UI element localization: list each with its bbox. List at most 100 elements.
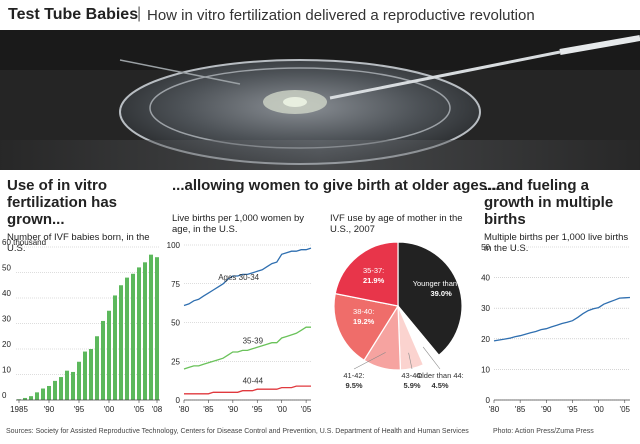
sources-note: Sources: Society for Assisted Reproducti… bbox=[6, 428, 469, 435]
x-tick-label: '90 bbox=[228, 405, 239, 414]
pie-value: 4.5% bbox=[431, 381, 448, 390]
pie-value: 9.5% bbox=[345, 381, 362, 390]
bar bbox=[113, 295, 117, 400]
header-subtitle: How in vitro fertilization delivered a r… bbox=[147, 7, 535, 24]
y-tick-label: 100 bbox=[167, 241, 181, 250]
leader-line bbox=[353, 352, 386, 370]
x-tick-label: '00 bbox=[276, 405, 287, 414]
bar bbox=[89, 349, 93, 400]
header-title: Test Tube Babies bbox=[8, 6, 139, 23]
multiple-subheading: Multiple births per 1,000 live births in… bbox=[484, 232, 629, 254]
y-tick-label: 30 bbox=[2, 315, 11, 324]
bar bbox=[149, 254, 153, 400]
y-tick-label: 40 bbox=[2, 289, 11, 298]
series-label: Ages 30-34 bbox=[218, 273, 259, 282]
x-tick-label: '08 bbox=[152, 405, 163, 414]
pie-value: 19.2% bbox=[353, 317, 375, 326]
y-tick-label: 0 bbox=[486, 396, 491, 405]
y-tick-label: 10 bbox=[2, 366, 11, 375]
bar bbox=[29, 396, 33, 400]
multiple-heading: ...and fueling a growth in multiple birt… bbox=[484, 177, 614, 228]
bar bbox=[155, 257, 159, 400]
bar bbox=[59, 377, 63, 400]
pie-value: 5.9% bbox=[403, 381, 420, 390]
series-line bbox=[184, 385, 311, 395]
photo-credit: Photo: Action Press/Zuma Press bbox=[493, 428, 594, 435]
x-tick-label: '05 bbox=[301, 405, 312, 414]
pie-label: 43-44: bbox=[401, 371, 422, 380]
x-tick-label: '85 bbox=[203, 405, 214, 414]
y-tick-label: 50 bbox=[171, 319, 180, 328]
header-separator: | bbox=[137, 5, 142, 22]
bar bbox=[77, 361, 81, 400]
y-tick-label: 75 bbox=[171, 280, 180, 289]
pie-slice bbox=[334, 241, 399, 307]
y-tick-label: 50 bbox=[2, 264, 11, 273]
bar bbox=[53, 380, 57, 400]
multiple-births-line-chart: 0 10 20 30 40 50 '80 '85 '90 '95 '00 '05 bbox=[481, 243, 631, 414]
older-heading: ...allowing women to give birth at older… bbox=[172, 177, 500, 194]
x-tick-label: '00 bbox=[593, 405, 604, 414]
y-tick-label: 20 bbox=[481, 335, 490, 344]
pie-slice bbox=[397, 241, 463, 357]
y-tick-label: 40 bbox=[481, 274, 490, 283]
x-tick-label: 1985 bbox=[10, 405, 28, 414]
pie-label: Older than 44: bbox=[416, 371, 464, 380]
pie-label: 35-37: bbox=[363, 266, 384, 275]
y-tick-label: 30 bbox=[481, 304, 490, 313]
ivf-age-pie-chart: Younger than 35:39.0% 35-37:21.9% 38-40:19… bbox=[333, 241, 470, 390]
x-tick-label: '90 bbox=[44, 405, 55, 414]
ivf-bar-chart: 0 10 20 30 40 50 60 thousand 1985 '90 '95 '00 '05 '0… bbox=[2, 238, 163, 414]
bar bbox=[41, 388, 45, 400]
x-tick-label: '05 bbox=[620, 405, 631, 414]
y-tick-label: 0 bbox=[2, 391, 7, 400]
bar bbox=[71, 371, 75, 400]
bar bbox=[107, 310, 111, 400]
panel-ivf: Use of in vitro fertilization has grown.… bbox=[7, 177, 167, 254]
panel-multiple: ...and fueling a growth in multiple birt… bbox=[484, 177, 636, 254]
y-tick-label: 0 bbox=[176, 396, 181, 405]
bar bbox=[83, 351, 87, 400]
panel-older: ...allowing women to give birth at older… bbox=[172, 177, 500, 194]
x-tick-label: '90 bbox=[541, 405, 552, 414]
bar bbox=[137, 267, 141, 400]
pie-value: 39.0% bbox=[430, 289, 452, 298]
bar bbox=[119, 285, 123, 400]
header: Test Tube Babies | How in vitro fertiliz… bbox=[0, 0, 640, 30]
y-tick-label: 60 thousand bbox=[2, 238, 46, 247]
bar bbox=[101, 320, 105, 400]
panel-older-sub: Live births per 1,000 women by age, in t… bbox=[172, 213, 312, 235]
series-line bbox=[493, 296, 631, 342]
pie-label: 38-40: bbox=[353, 307, 374, 316]
bar bbox=[47, 385, 51, 400]
y-tick-label: 20 bbox=[2, 340, 11, 349]
leader-line bbox=[408, 352, 413, 370]
pie-value: 21.9% bbox=[363, 276, 385, 285]
x-tick-label: '05 bbox=[134, 405, 145, 414]
x-tick-label: '95 bbox=[567, 405, 578, 414]
leader-line bbox=[422, 346, 441, 370]
y-tick-label: 50 bbox=[481, 243, 490, 252]
x-tick-label: '85 bbox=[515, 405, 526, 414]
bar bbox=[23, 397, 27, 400]
petri-dish-photo bbox=[0, 30, 640, 170]
ivf-subheading: Number of IVF babies born, in the U.S. bbox=[7, 232, 150, 254]
pie-label: 41-42: bbox=[343, 371, 364, 380]
photo-illustration bbox=[0, 30, 640, 170]
x-tick-label: '95 bbox=[252, 405, 263, 414]
x-tick-label: '00 bbox=[104, 405, 115, 414]
x-tick-label: '95 bbox=[74, 405, 85, 414]
pie-slice bbox=[333, 292, 399, 362]
x-tick-label: '80 bbox=[179, 405, 190, 414]
y-tick-label: 25 bbox=[171, 357, 180, 366]
older-subheading: Live births per 1,000 women by age, in t… bbox=[172, 213, 305, 235]
age-line-chart: 0 25 50 75 100 Ages 30-34 35-39 40-44 '80 '85 '90 '… bbox=[167, 241, 312, 414]
series-line bbox=[183, 326, 311, 370]
bar bbox=[143, 262, 147, 400]
bar bbox=[131, 273, 135, 400]
panel-pie: IVF use by age of mother in the U.S., 20… bbox=[330, 213, 470, 235]
bar bbox=[65, 370, 69, 400]
pie-subheading: IVF use by age of mother in the U.S., 20… bbox=[330, 213, 463, 235]
ivf-heading: Use of in vitro fertilization has grown.… bbox=[7, 177, 118, 228]
y-tick-label: 10 bbox=[481, 365, 490, 374]
